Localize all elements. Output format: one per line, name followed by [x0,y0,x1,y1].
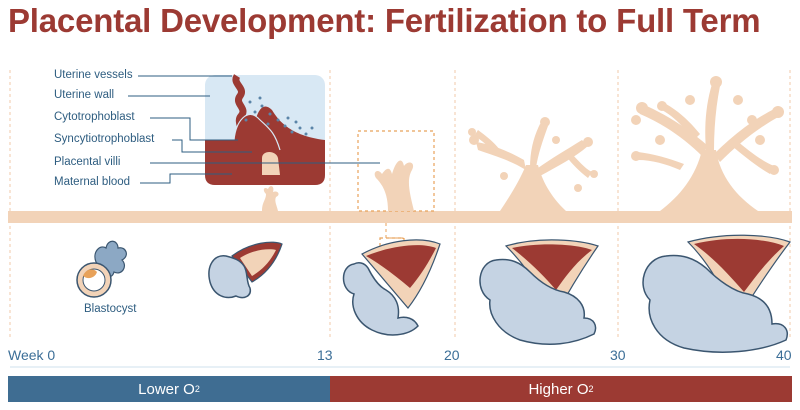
villus-tree-week20 [468,117,598,211]
villus-week13 [374,160,414,211]
label-syncytiotrophoblast: Syncytiotrophoblast [54,133,155,145]
label-cytotrophoblast: Cytotrophoblast [54,111,135,123]
label-placental-villi: Placental villi [54,156,121,168]
label-uterine-vessels: Uterine vessels [54,69,133,81]
villus-early [262,186,279,211]
page-title: Placental Development: Fertilization to … [8,2,761,39]
oxygen-lower-text: Lower O [138,380,195,398]
fetus-week25 [479,239,599,345]
week-label-20: 20 [444,347,460,363]
oxygen-lower-sub: 2 [194,384,200,394]
leader-lines [128,75,380,184]
week-label-13: 13 [317,347,333,363]
embryo-early [208,241,283,299]
fetus-week16 [342,239,441,336]
label-maternal-blood: Maternal blood [54,176,131,188]
label-blastocyst: Blastocyst [84,303,137,315]
fetus-week38 [642,234,791,353]
blastocyst [76,240,127,298]
uterine-wall-band [8,211,792,223]
week-guides [9,70,791,340]
villus-tree-week40 [631,76,784,211]
label-uterine-wall: Uterine wall [54,89,115,101]
inset-detail [205,74,325,185]
week-label-40: 40 [776,347,792,363]
oxygen-higher-text: Higher O [528,380,589,398]
week-label-0: Week 0 [8,347,56,363]
oxygen-higher-sub: 2 [588,384,594,394]
week-label-30: 30 [610,347,626,363]
